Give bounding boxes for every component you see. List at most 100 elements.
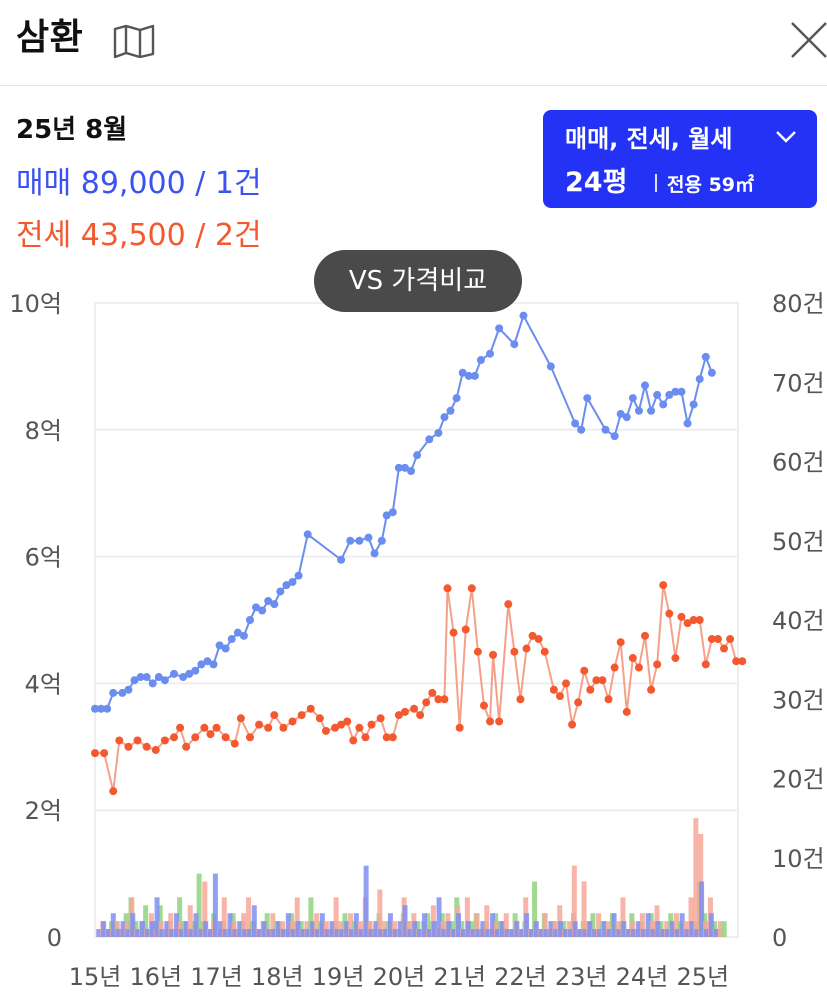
y-tick-right: 0 (772, 924, 787, 952)
volume-bar (582, 929, 588, 937)
y-tick-right: 20건 (772, 766, 825, 794)
volume-bar (246, 897, 252, 937)
y-tick-right: 60건 (772, 449, 825, 477)
volume-bar (217, 921, 223, 937)
data-point (364, 533, 373, 542)
volume-bar (149, 921, 155, 937)
volume-bar (174, 913, 180, 937)
volume-bar (460, 929, 466, 937)
data-point (233, 628, 242, 637)
data-point (562, 679, 571, 688)
volume-bar (417, 929, 423, 937)
data-point (303, 530, 312, 539)
data-point (446, 406, 455, 415)
data-point (546, 362, 555, 371)
data-point (598, 676, 607, 685)
pyeong-label: 24평 (565, 167, 628, 198)
volume-bar (703, 929, 709, 937)
volume-bar (475, 929, 481, 937)
volume-bar (421, 913, 427, 937)
volume-bar (178, 929, 184, 937)
data-point (449, 628, 458, 637)
volume-bar (344, 921, 350, 937)
data-point (91, 749, 99, 758)
volume-bar (139, 921, 145, 937)
x-tick: 23년 (555, 963, 608, 991)
data-point (461, 625, 470, 634)
volume-bar (620, 897, 626, 937)
volume-bar (528, 929, 534, 937)
data-point (160, 736, 169, 745)
volume-bar (596, 913, 602, 937)
data-point (616, 638, 625, 647)
data-point (671, 387, 680, 396)
data-point (212, 723, 221, 732)
data-point (282, 581, 291, 590)
data-point (634, 663, 643, 672)
data-point (522, 644, 531, 653)
data-point (601, 425, 610, 434)
volume-bar (562, 929, 568, 937)
volume-bar (125, 929, 131, 937)
data-point (288, 577, 297, 586)
x-tick: 21년 (433, 963, 486, 991)
compare-price-button[interactable]: VS 가격비교 (314, 250, 522, 312)
data-point (504, 600, 513, 609)
deal-type-filter-button[interactable]: 매매, 전세, 월세 24평 전용 59㎡ (543, 110, 817, 208)
data-point (540, 647, 549, 656)
data-point (473, 647, 482, 656)
data-point (659, 581, 668, 590)
data-point (519, 311, 528, 320)
data-point (215, 641, 224, 650)
data-point (452, 394, 461, 403)
volume-bar (169, 929, 175, 937)
data-point (133, 736, 142, 745)
data-point (176, 723, 185, 732)
y-tick-right: 10건 (772, 845, 825, 873)
data-point (136, 673, 145, 682)
data-point (628, 394, 637, 403)
x-tick: 17년 (190, 963, 243, 991)
volume-bar (688, 897, 694, 937)
data-point (400, 463, 409, 472)
map-icon[interactable] (112, 24, 156, 58)
y-tick-right: 40건 (772, 607, 825, 635)
data-point (628, 654, 637, 663)
volume-bar (363, 865, 369, 937)
data-point (701, 352, 710, 361)
data-point (91, 704, 99, 713)
data-point (677, 387, 686, 396)
volume-bar (276, 921, 282, 937)
close-icon[interactable] (788, 18, 827, 62)
data-point (677, 612, 686, 621)
volume-bar (509, 929, 515, 937)
volume-bar (378, 929, 384, 937)
y-tick-right: 50건 (772, 528, 825, 556)
volume-bar (431, 921, 437, 937)
data-point (467, 584, 476, 593)
data-point (382, 733, 391, 742)
jeonse-summary: 전세 43,500 / 2건 (16, 218, 262, 253)
volume-bar (202, 881, 208, 937)
volume-bar (713, 929, 719, 937)
data-point (337, 555, 346, 564)
data-point (586, 685, 595, 694)
data-point (707, 368, 716, 377)
volume-bar (655, 921, 661, 937)
volume-bar (519, 929, 525, 937)
volume-bar (699, 881, 705, 937)
volume-bar (154, 897, 160, 937)
data-point (592, 676, 601, 685)
volume-bar (425, 913, 431, 937)
data-point (516, 695, 525, 704)
data-point (549, 685, 558, 694)
volume-bar (533, 921, 539, 937)
volume-bar (503, 913, 509, 937)
data-point (245, 616, 254, 624)
volume-bar (538, 929, 544, 937)
volume-bar (673, 913, 679, 937)
area-label: 전용 59㎡ (667, 174, 755, 196)
data-point (355, 536, 364, 545)
volume-bar (135, 929, 141, 937)
data-point (434, 695, 443, 704)
